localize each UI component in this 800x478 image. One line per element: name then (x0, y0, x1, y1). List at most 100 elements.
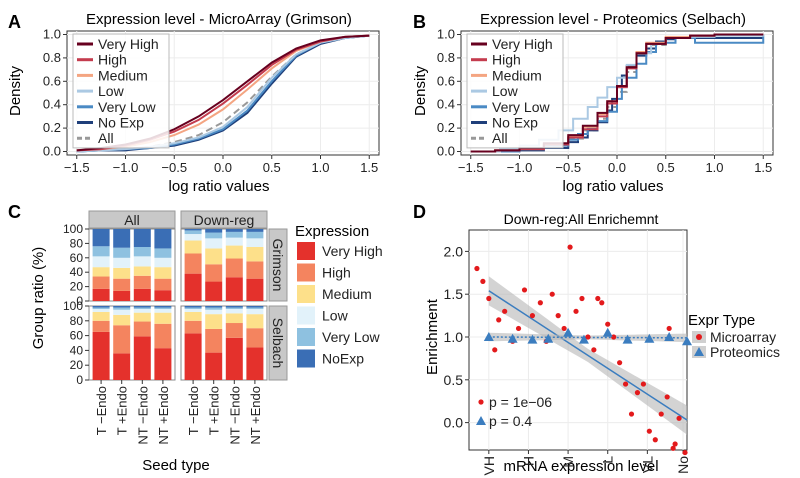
panel-c-bar-segment (184, 230, 202, 235)
panel-d-point-microarray (549, 291, 555, 297)
panel-d-point-microarray (561, 325, 567, 332)
panel-c-bar-segment (225, 308, 243, 314)
panel-d-point-microarray (640, 381, 647, 387)
panel-c-bar-segment (205, 314, 223, 329)
panel-b-y-tick-label: 0.2 (437, 120, 455, 135)
panel-c-bar-segment (133, 306, 151, 308)
panel-c-bar-segment (205, 306, 223, 308)
panel-c-bar-segment (113, 309, 131, 315)
panel-d-point-proteomics (563, 327, 574, 337)
panel-c-bar-segment (113, 290, 131, 301)
panel-c-x-tick-label: T +Endo (115, 386, 130, 435)
panel-d-point-microarray (496, 317, 502, 323)
panel-c-bar-segment (92, 331, 110, 380)
panel-c-bar-segment (133, 256, 151, 267)
panel-c-bar-segment (92, 267, 110, 277)
panel-d-point-microarray (579, 295, 585, 302)
panel-c-bar-segment (225, 237, 243, 246)
panel-c-legend-label: Very Low (322, 329, 380, 345)
panel-d-legend-label: Proteomics (710, 344, 780, 360)
panel-d-legend-title: Expr Type (688, 312, 755, 329)
panel-c-bar-segment (246, 328, 264, 348)
panel-c-facet-strip (268, 305, 288, 381)
panel-c-y-tick-label: 40 (70, 265, 84, 279)
panel-c-bar-segment (205, 328, 223, 353)
panel-c-bar-segment (113, 247, 131, 258)
panel-b-y-tick-label: 0.6 (437, 73, 455, 88)
panel-c-bar-segment (92, 288, 110, 301)
panel-d-point-microarray (682, 449, 688, 456)
panel-d-point-microarray (628, 411, 635, 417)
panel-a-legend-label: Very Low (98, 99, 156, 115)
panel-c-y-tick-label: 60 (70, 251, 84, 265)
panel-a-title: Expression level - MicroArray (Grimson) (86, 11, 352, 28)
panel-c-bar-segment (92, 307, 110, 309)
panel-d-point-microarray (515, 325, 522, 332)
panel-c-xlabel: Seed type (142, 457, 210, 474)
panel-d-point-microarray (670, 445, 676, 451)
panel-c-bar-segment (133, 321, 151, 337)
panel-a-x-tick-label: −1.0 (113, 160, 139, 175)
panel-c-y-tick-label: 100 (63, 299, 83, 313)
panel-c-y-tick-label: 20 (70, 358, 84, 372)
panel-d-fit-line (488, 290, 688, 421)
panel-d-y-tick-label: 1.5 (444, 286, 464, 302)
panel-c-bar-segment (92, 320, 110, 332)
panel-c-legend-swatch (297, 328, 315, 346)
panel-a-y-tick-label: 0.0 (43, 143, 61, 158)
panel-c-y-tick-label: 80 (70, 314, 84, 328)
panel-c-bar-segment (113, 325, 131, 354)
panel-b-legend-label: Very High (492, 36, 553, 52)
panel-c-bar-segment (246, 308, 264, 315)
panel-c-bar-segment (92, 256, 110, 268)
panel-c-y-tick-label: 20 (70, 280, 84, 294)
panel-c-bar-segment (92, 229, 110, 247)
panel-d-point-microarray (537, 300, 543, 306)
panel-a-legend-label: Very High (98, 36, 159, 52)
panel-c-bar-segment (184, 253, 202, 274)
panel-d-point-proteomics (602, 327, 613, 337)
panel-d-y-tick-label: 0.0 (444, 415, 464, 431)
panel-c-legend-label: Medium (322, 286, 372, 302)
panel-c-bar-segment (184, 240, 202, 254)
panel-a-y-tick-label: 0.8 (43, 50, 61, 65)
panel-c-bar-segment (246, 229, 264, 232)
panel-c-bar-segment (205, 232, 223, 239)
panel-b-y-tick-label: 0.8 (437, 50, 455, 65)
panel-d-point-microarray (622, 381, 629, 387)
panel-c-x-tick-label: NT −Endo (135, 386, 150, 445)
panel-label-d: D (413, 202, 426, 222)
panel-c-bar-segment (184, 229, 202, 231)
panel-c-bar-segment (154, 312, 172, 324)
panel-c-facet-strip (180, 210, 268, 229)
panel-d-point-microarray (672, 441, 678, 447)
panel-c-bar-segment (133, 247, 151, 257)
panel-c-facet-label: Down-reg (194, 212, 255, 228)
panel-d-point-proteomics (664, 332, 675, 342)
panel-b-ylabel: Density (412, 65, 429, 116)
panel-a-series-line-low (76, 34, 370, 153)
panel-c-bar-segment (133, 288, 151, 301)
panel-a-series-line-no-exp (76, 34, 370, 153)
panel-a-x-tick-label: 1.5 (360, 160, 378, 175)
panel-d-x-tick-label: No (675, 456, 691, 474)
panel-d-point-microarray (521, 287, 528, 293)
panel-c-legend-swatch (297, 349, 315, 368)
panel-d-annotation: p = 0.4 (489, 413, 532, 429)
panel-c-bar-segment (246, 231, 264, 239)
panel-d-point-microarray (666, 325, 672, 332)
panel-c-bar-segment (205, 264, 223, 282)
panel-d-point-microarray (529, 313, 536, 319)
panel-c-legend-label: NoExp (322, 351, 364, 367)
panel-d-point-proteomics (622, 334, 633, 344)
panel-a-xlabel: log ratio values (169, 178, 270, 195)
panel-c-bar-segment (225, 323, 243, 338)
panel-c-bar-segment (225, 337, 243, 380)
panel-d-point-proteomics (543, 333, 554, 343)
panel-c-bar-segment (113, 267, 131, 279)
panel-d-point-microarray (595, 295, 601, 302)
panel-a-x-tick-label: 0.5 (263, 160, 281, 175)
panel-c-bar-segment (154, 267, 172, 279)
panel-c-bar-segment (154, 307, 172, 309)
panel-c-x-tick-label: NT +Endo (248, 386, 263, 445)
